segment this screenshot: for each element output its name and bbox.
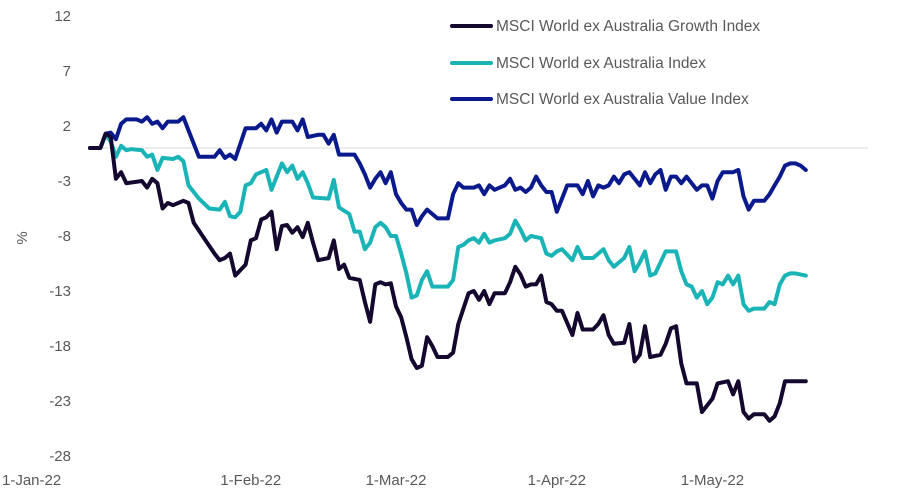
y-tick-label: -8 [58, 228, 71, 245]
legend-label: MSCI World ex Australia Index [496, 55, 706, 72]
y-tick-label: 2 [63, 118, 71, 135]
y-tick-label: -18 [49, 338, 71, 355]
series-lines [88, 115, 808, 423]
y-tick-label: 12 [54, 8, 71, 25]
y-axis: 12 7 2 -3 -8 -13 -18 -23 -28 [49, 8, 71, 465]
series-line-index [88, 132, 808, 313]
series-line-value [88, 115, 808, 227]
y-tick-label: -13 [49, 283, 71, 300]
y-tick-label: -3 [58, 173, 71, 190]
y-tick-label: -23 [49, 393, 71, 410]
series-line-growth [88, 131, 808, 423]
x-tick-label: 1-Jan-22 [2, 472, 61, 489]
legend: MSCI World ex Australia Growth Index MSCI… [450, 18, 760, 108]
y-tick-label: 7 [63, 63, 71, 80]
x-tick-label: 1-Feb-22 [220, 472, 281, 489]
legend-label: MSCI World ex Australia Growth Index [496, 18, 760, 35]
legend-label: MSCI World ex Australia Value Index [496, 91, 749, 108]
x-axis: 1-Jan-22 1-Feb-22 1-Mar-22 1-Apr-22 1-May-22 [2, 472, 744, 489]
x-tick-label: 1-Apr-22 [528, 472, 586, 489]
x-tick-label: 1-Mar-22 [366, 472, 427, 489]
y-axis-label: % [14, 231, 31, 244]
y-tick-label: -28 [49, 448, 71, 465]
x-tick-label: 1-May-22 [681, 472, 744, 489]
